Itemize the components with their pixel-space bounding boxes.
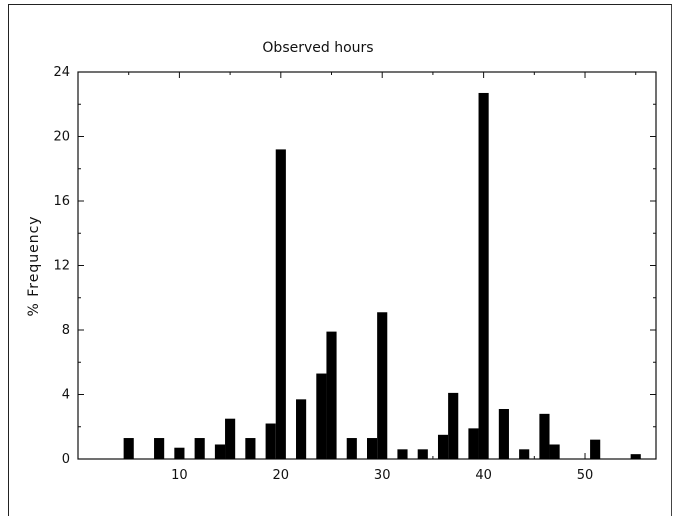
bar (367, 438, 378, 459)
bar (265, 423, 276, 459)
x-tick-label: 30 (374, 468, 391, 483)
chart-frame (8, 4, 672, 516)
bars (123, 92, 641, 460)
bar (214, 444, 226, 459)
x-tick-label: 20 (273, 468, 290, 483)
y-tick-label: 8 (62, 323, 70, 338)
y-tick-label: 16 (53, 194, 70, 209)
bar (630, 454, 641, 459)
x-tick-label: 50 (577, 468, 594, 483)
bar (194, 438, 205, 459)
chart-title: Observed hours (262, 40, 373, 56)
bar (417, 449, 428, 459)
bar (549, 444, 560, 459)
x-tick-label: 40 (475, 468, 492, 483)
bar (437, 434, 449, 459)
bar (245, 438, 256, 459)
bar (498, 409, 509, 459)
bar (346, 438, 357, 459)
y-tick-label: 0 (62, 452, 70, 467)
bar (377, 312, 388, 459)
bar (539, 413, 550, 459)
y-tick-label: 20 (53, 130, 70, 145)
bar (519, 449, 530, 459)
bar (316, 373, 327, 459)
bar (225, 418, 236, 459)
y-axis-label: % Frequency (26, 215, 42, 316)
plot-area-border (77, 71, 657, 460)
bar (590, 439, 601, 459)
x-axis: 10 20 30 40 50 (128, 72, 637, 483)
bar (154, 438, 165, 459)
x-tick-label: 10 (171, 468, 188, 483)
y-tick-label: 24 (53, 65, 70, 80)
y-axis: 0 4 8 12 16 20 24 (53, 65, 656, 467)
bar (275, 149, 286, 459)
bar (174, 447, 185, 459)
bar (123, 438, 134, 459)
y-tick-label: 12 (53, 259, 70, 274)
bar (326, 331, 337, 459)
bar (478, 92, 489, 460)
bar (468, 428, 479, 459)
bar (296, 399, 307, 459)
bar (397, 449, 408, 459)
bar (448, 392, 459, 459)
y-tick-label: 4 (62, 388, 70, 403)
